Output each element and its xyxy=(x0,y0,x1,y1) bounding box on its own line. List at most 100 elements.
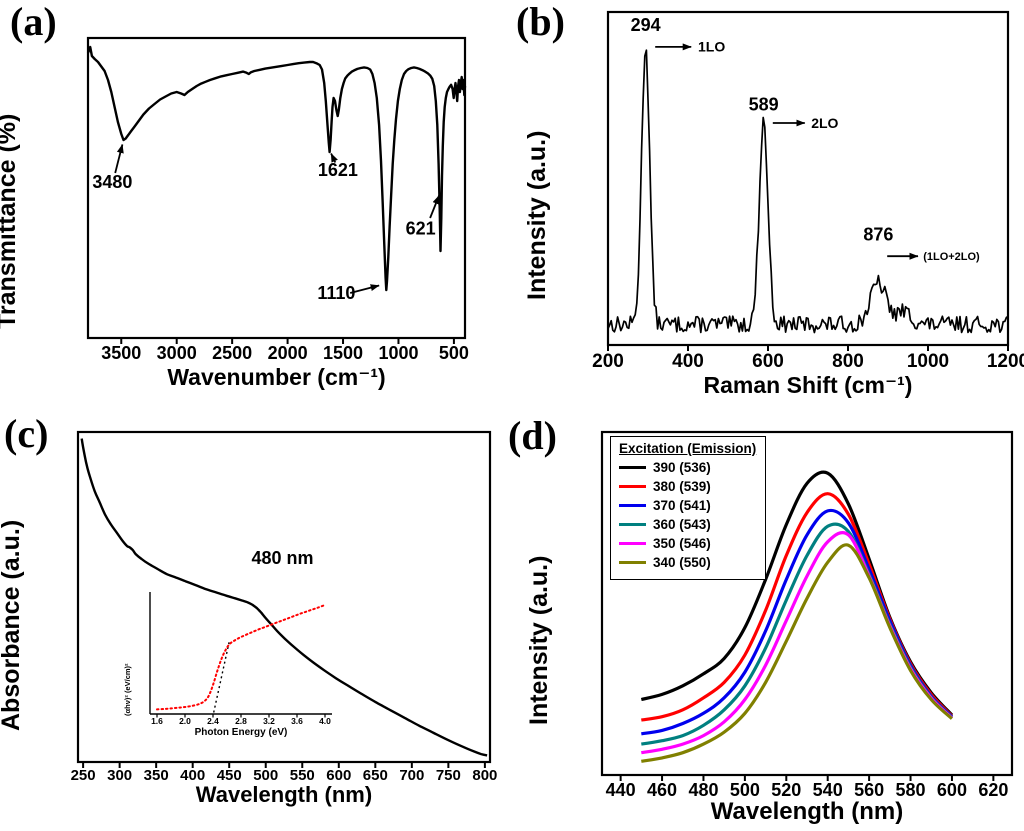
x-tick-label: 2000 xyxy=(268,343,308,363)
x-tick-label: 800 xyxy=(472,767,497,784)
panel-a-xaxis-title: Wavenumber (cm⁻¹) xyxy=(167,364,386,390)
tauc-inset-plot: 1.6 2.0 2.4 2.8 3.2 3.6 4.0 xyxy=(149,592,332,726)
x-tick-label: 250 xyxy=(71,767,96,784)
peak-annotation-label: 589 xyxy=(749,94,779,114)
legend-item: 380 (539) xyxy=(619,479,756,494)
x-tick-label: 300 xyxy=(107,767,132,784)
panel-b-xaxis-title: Raman Shift (cm⁻¹) xyxy=(703,372,913,398)
absorbance-curve xyxy=(80,438,488,757)
legend-label: 390 (536) xyxy=(653,460,711,475)
x-tick-label: 550 xyxy=(290,767,315,784)
annotation-arrow xyxy=(349,284,380,294)
legend-item: 360 (543) xyxy=(619,517,756,532)
x-tick-label: 500 xyxy=(730,780,760,800)
panel-c-letter: (c) xyxy=(4,411,49,456)
x-tick-label: 600 xyxy=(326,767,351,784)
x-tick-label: 450 xyxy=(217,767,242,784)
panel-b-letter: (b) xyxy=(516,0,565,44)
bandgap-extrapolation-line xyxy=(213,642,230,713)
peak-annotation-label: 876 xyxy=(863,224,893,244)
x-tick-label: 400 xyxy=(180,767,205,784)
panel-b-yaxis-title: Intensity (a.u.) xyxy=(523,130,551,300)
x-tick-label: 400 xyxy=(672,351,704,372)
x-tick-label: 3.6 xyxy=(291,716,303,726)
legend-label: 340 (550) xyxy=(653,555,711,570)
x-tick-label: 600 xyxy=(752,351,784,372)
x-tick-label: 1000 xyxy=(907,351,949,372)
x-tick-label: 700 xyxy=(399,767,424,784)
x-tick-label: 1000 xyxy=(378,343,418,363)
x-tick-label: 500 xyxy=(439,343,469,363)
x-tick-label: 580 xyxy=(896,780,926,800)
panel-a-yaxis-title: Transmittance (%) xyxy=(0,113,21,329)
x-tick-label: 3500 xyxy=(101,343,141,363)
x-tick-label: 1200 xyxy=(987,351,1024,372)
legend-label: 380 (539) xyxy=(653,479,711,494)
legend-label: 350 (546) xyxy=(653,536,711,551)
x-tick-label: 800 xyxy=(832,351,864,372)
raman-spectrum-curve xyxy=(607,49,1009,334)
panel-a-plot: 3500 3000 2500 2000 1500 1000 500 3480 1621 1110 6… xyxy=(86,36,469,363)
legend-item: 390 (536) xyxy=(619,460,756,475)
x-tick-label: 3000 xyxy=(157,343,197,363)
legend-line-swatch xyxy=(619,503,646,508)
x-tick-label: 2.8 xyxy=(235,716,247,726)
x-tick-label: 600 xyxy=(937,780,967,800)
peak-annotation-label: 480 nm xyxy=(251,548,313,568)
inset-yaxis-title: (αhν)² (eV/cm)² xyxy=(123,663,132,716)
x-tick-label: 500 xyxy=(253,767,278,784)
x-tick-label: 2.4 xyxy=(207,716,219,726)
legend-item: 370 (541) xyxy=(619,498,756,513)
axes-box xyxy=(76,430,492,764)
peak-annotation-label: 2LO xyxy=(811,115,838,131)
x-tick-label: 4.0 xyxy=(319,716,331,726)
legend-line-swatch xyxy=(619,484,646,489)
inset-xaxis-title: Photon Energy (eV) xyxy=(194,727,288,738)
annotation-arrow xyxy=(330,153,338,163)
legend-entries: 390 (536) 380 (539) 370 (541) 360 (543) 350 … xyxy=(619,460,756,570)
peak-annotation-label: 3480 xyxy=(92,172,132,192)
x-tick-label: 480 xyxy=(688,780,718,800)
x-tick-label: 620 xyxy=(978,780,1008,800)
pl-curve-340 xyxy=(641,543,953,763)
x-tick-label: 460 xyxy=(647,780,677,800)
x-tick-label: 650 xyxy=(363,767,388,784)
x-tick-label: 2500 xyxy=(212,343,252,363)
peak-annotation-label: 1621 xyxy=(318,160,358,180)
peak-annotation-label: 1LO xyxy=(698,39,725,55)
x-tick-label: 200 xyxy=(592,351,624,372)
peak-annotation-label: 621 xyxy=(406,219,436,239)
legend-label: 360 (543) xyxy=(653,517,711,532)
panel-d-xaxis-title: Wavelength (nm) xyxy=(710,798,904,825)
x-tick-label: 540 xyxy=(813,780,843,800)
x-tick-label: 3.2 xyxy=(263,716,275,726)
legend-title: Excitation (Emission) xyxy=(619,441,757,456)
x-tick-label: 520 xyxy=(771,780,801,800)
legend-line-swatch xyxy=(619,560,646,565)
peak-annotation-label: (1LO+2LO) xyxy=(923,251,980,263)
legend-item: 340 (550) xyxy=(619,555,756,570)
annotation-arrow xyxy=(429,195,440,219)
panel-b-plot: 200 400 600 800 1000 1200 294 1LO 589 2LO 876 (1LO+… xyxy=(592,10,1024,372)
x-tick-label: 350 xyxy=(144,767,169,784)
tauc-curve xyxy=(156,604,326,711)
panel-d-plot: 440 460 480 500 520 540 560 580 600 620 xyxy=(600,430,1014,800)
annotation-arrow xyxy=(114,144,124,174)
x-tick-label: 1500 xyxy=(323,343,363,363)
peak-annotation-label: 294 xyxy=(631,15,661,35)
panel-d-letter: (d) xyxy=(508,413,557,458)
panel-c-plot: 250 300 350 400 450 500 550 600 650 700 750 800 480 … xyxy=(71,430,497,784)
axes-box xyxy=(600,430,1014,777)
ftir-curve xyxy=(86,45,467,292)
legend-line-swatch xyxy=(619,465,646,470)
panel-c-yaxis-title: Absorbance (a.u.) xyxy=(0,519,25,731)
pl-legend: Excitation (Emission) 390 (536) 380 (539)… xyxy=(610,436,767,580)
x-tick-label: 440 xyxy=(606,780,636,800)
x-tick-label: 1.6 xyxy=(151,716,163,726)
panel-a-letter: (a) xyxy=(10,0,57,44)
x-tick-label: 750 xyxy=(436,767,461,784)
legend-line-swatch xyxy=(619,522,646,527)
panel-d-yaxis-title: Intensity (a.u.) xyxy=(525,555,553,725)
